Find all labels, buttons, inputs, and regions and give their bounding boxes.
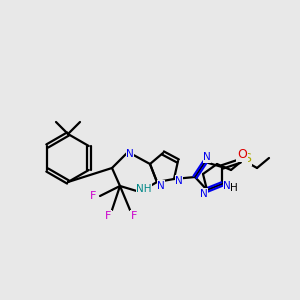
Text: N: N bbox=[126, 149, 134, 159]
Text: F: F bbox=[90, 191, 96, 201]
Text: NH: NH bbox=[136, 184, 152, 194]
Text: N: N bbox=[223, 181, 231, 191]
Text: H: H bbox=[230, 183, 238, 193]
Text: N: N bbox=[200, 189, 208, 199]
Text: F: F bbox=[105, 211, 111, 221]
Text: N: N bbox=[203, 152, 211, 162]
Text: S: S bbox=[243, 152, 251, 166]
Text: N: N bbox=[175, 176, 183, 186]
Text: F: F bbox=[131, 211, 137, 221]
Text: N: N bbox=[157, 181, 165, 191]
Text: O: O bbox=[237, 148, 247, 161]
